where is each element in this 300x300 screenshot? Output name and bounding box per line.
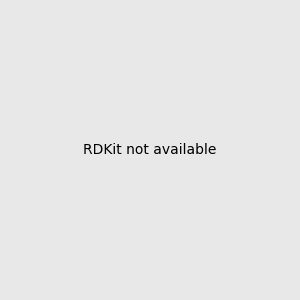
Text: RDKit not available: RDKit not available — [83, 143, 217, 157]
